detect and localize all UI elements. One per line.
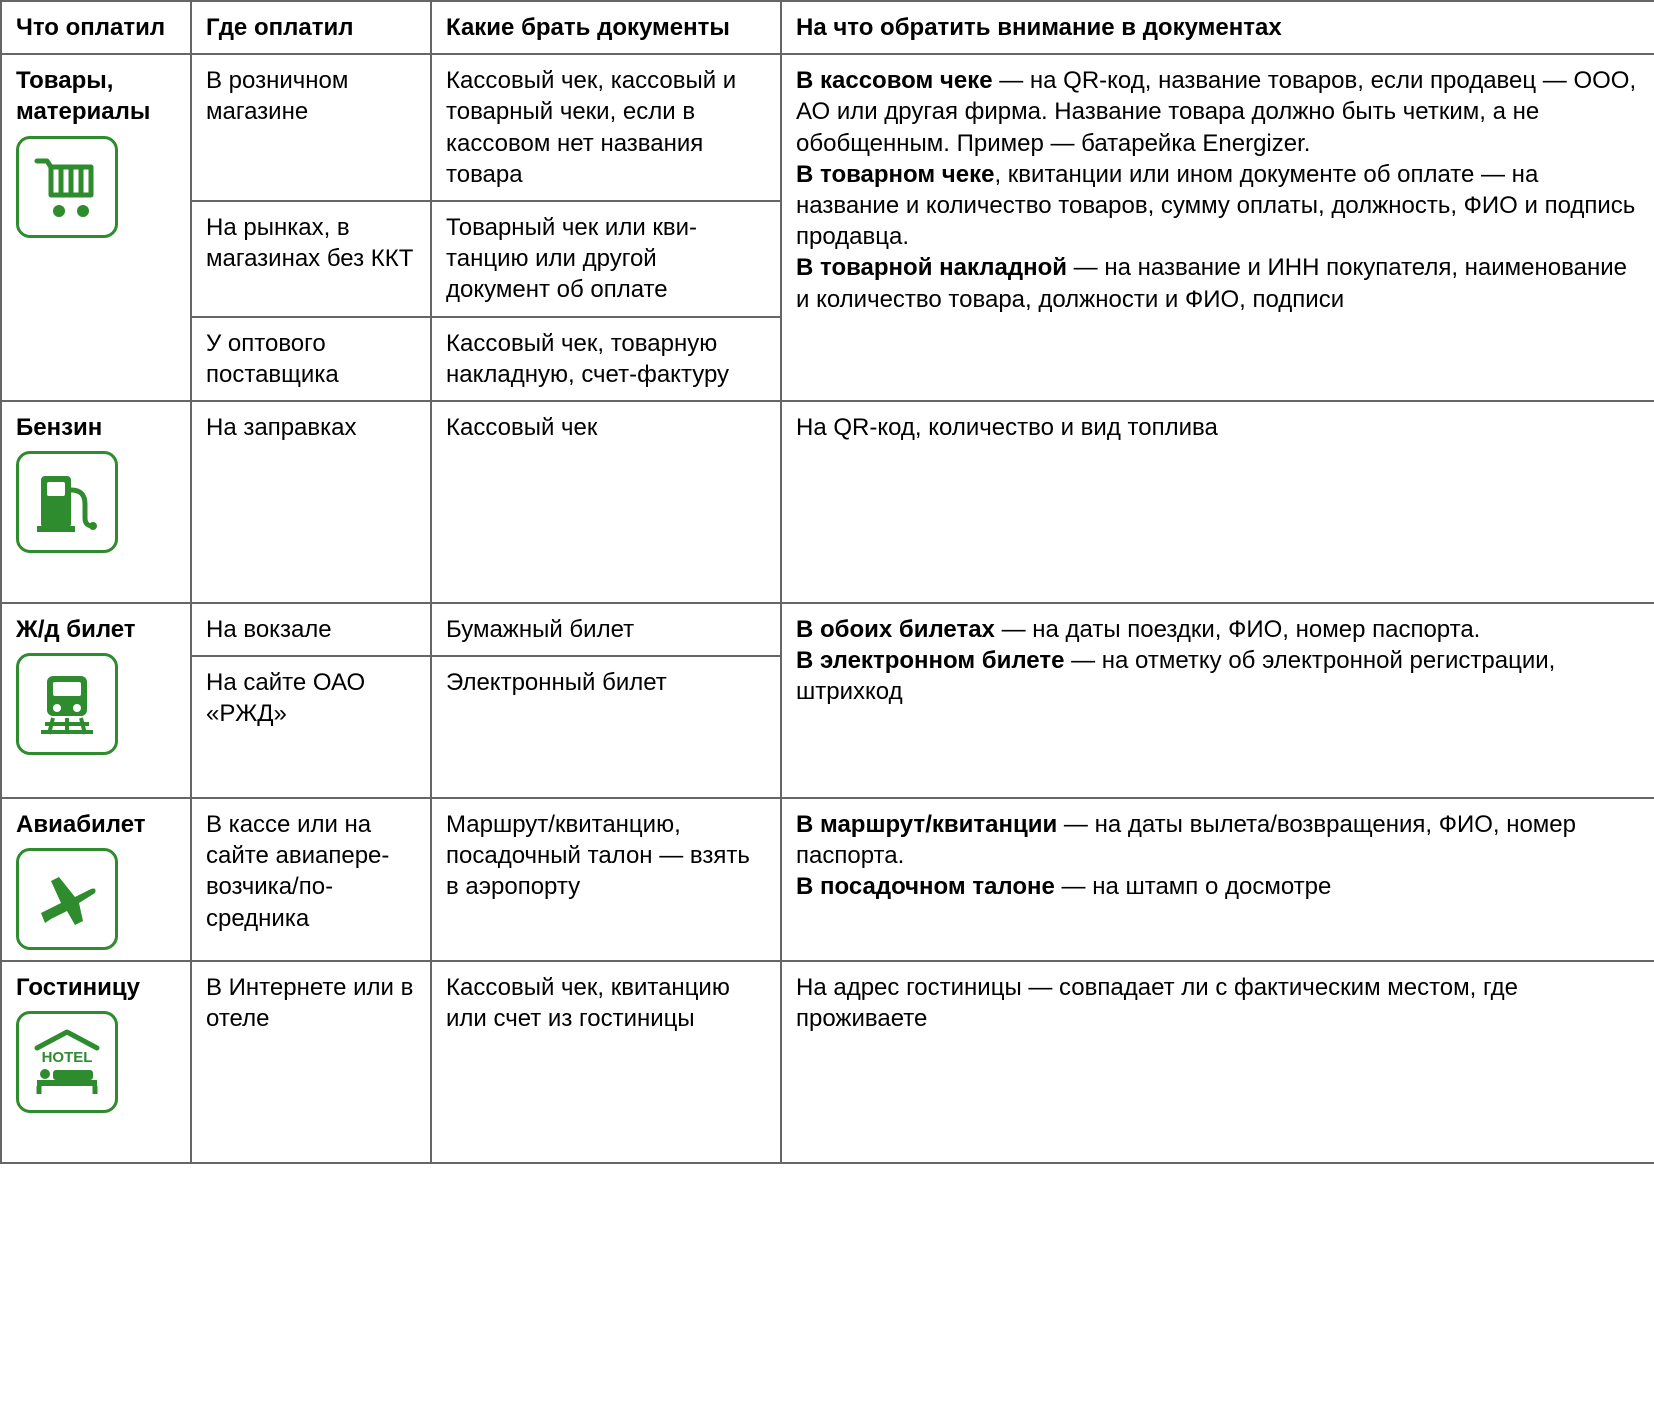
where-cell: На рынках, в магазинах без ККТ [191, 201, 431, 317]
docs-cell: Маршрут/квитанцию, посадочный талон — вз… [431, 798, 781, 961]
where-cell: У оптового поставщика [191, 317, 431, 401]
where-cell: В Интернете или в отеле [191, 961, 431, 1163]
where-cell: На заправках [191, 401, 431, 603]
note-bold: В товарном чеке [796, 161, 994, 188]
note-text: — на даты поездки, ФИО, номер паспорта. [995, 616, 1480, 643]
col-docs: Какие брать документы [431, 1, 781, 54]
category-label: Ж/д билет [16, 614, 176, 645]
table-row: Ж/д билет На вокзале Бум [1, 603, 1654, 656]
where-cell: На сайте ОАО «РЖД» [191, 656, 431, 798]
docs-cell: Кассовый чек, кассовый и товарный чеки, … [431, 54, 781, 201]
note-bold: В посадочном талоне [796, 873, 1055, 900]
docs-cell: Бумажный билет [431, 603, 781, 656]
table-header-row: Что оплатил Где оплатил Какие брать доку… [1, 1, 1654, 54]
where-cell: В кассе или на сайте авиапере­возчика/по… [191, 798, 431, 961]
category-cell-rail: Ж/д билет [1, 603, 191, 798]
category-cell-air: Авиабилет [1, 798, 191, 961]
table-row: Товары, матери­алы В [1, 54, 1654, 201]
table-row: Бензин На заправках Кассовый чек На QR-к… [1, 401, 1654, 603]
where-cell: В розничном магазине [191, 54, 431, 201]
note-bold: В электронном билете [796, 647, 1064, 674]
note-bold: В товарной накладной [796, 254, 1067, 281]
docs-cell: Товарный чек или кви­танцию или другой д… [431, 201, 781, 317]
expense-docs-table: Что оплатил Где оплатил Какие брать доку… [0, 0, 1654, 1164]
notes-cell: В обоих билетах — на даты поездки, ФИО, … [781, 603, 1654, 798]
fuel-pump-icon [16, 451, 118, 553]
docs-cell: Кассовый чек, товарную накладную, счет-ф… [431, 317, 781, 401]
notes-cell: На QR-код, количество и вид топлива [781, 401, 1654, 603]
category-cell-goods: Товары, матери­алы [1, 54, 191, 401]
table-row: Авиабилет В кассе или на сайте авиапере­… [1, 798, 1654, 961]
notes-cell: В маршрут/квитанции — на даты вылета/воз… [781, 798, 1654, 961]
note-text: — на штамп о досмотре [1055, 873, 1331, 900]
docs-cell: Кассовый чек [431, 401, 781, 603]
cart-icon [16, 136, 118, 238]
plane-icon [16, 848, 118, 950]
train-icon [16, 653, 118, 755]
note-bold: В маршрут/квитанции [796, 811, 1057, 838]
category-label: Гостиницу [16, 972, 176, 1003]
category-label: Авиабилет [16, 809, 176, 840]
table-row: Гостиницу HOTEL В Интернете или в отеле … [1, 961, 1654, 1163]
category-label: Бензин [16, 412, 176, 443]
col-notes: На что обратить внимание в документах [781, 1, 1654, 54]
col-what: Что оплатил [1, 1, 191, 54]
docs-cell: Электронный билет [431, 656, 781, 798]
note-bold: В обоих билетах [796, 616, 995, 643]
category-cell-petrol: Бензин [1, 401, 191, 603]
notes-cell: В кассовом чеке — на QR-код, название то… [781, 54, 1654, 401]
where-cell: На вокзале [191, 603, 431, 656]
category-cell-hotel: Гостиницу HOTEL [1, 961, 191, 1163]
hotel-icon: HOTEL [16, 1011, 118, 1113]
col-where: Где оплатил [191, 1, 431, 54]
note-bold: В кассовом чеке [796, 67, 993, 94]
svg-text:HOTEL: HOTEL [42, 1049, 93, 1066]
category-label: Товары, матери­алы [16, 65, 176, 127]
docs-cell: Кассовый чек, квитанцию или счет из гост… [431, 961, 781, 1163]
notes-cell: На адрес гостиницы — совпадает ли с факт… [781, 961, 1654, 1163]
